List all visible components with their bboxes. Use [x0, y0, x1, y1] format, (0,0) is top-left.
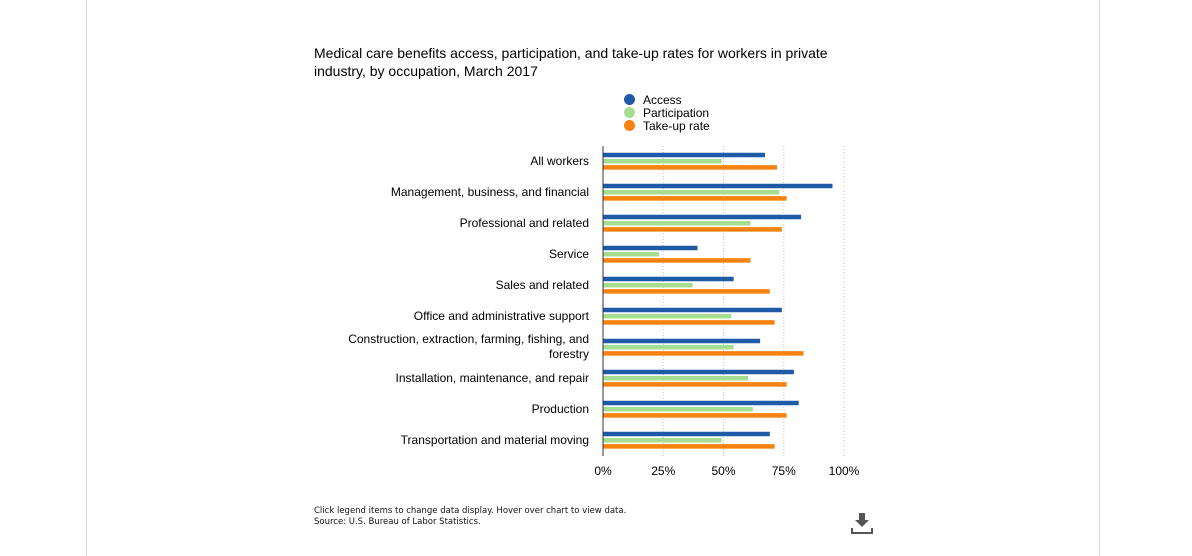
bar-take-up-rate[interactable]	[603, 351, 804, 356]
bar-access[interactable]	[603, 400, 799, 406]
bar-take-up-rate[interactable]	[603, 382, 787, 387]
bar-take-up-rate[interactable]	[603, 196, 787, 201]
bar-participation[interactable]	[603, 189, 780, 195]
bar-participation[interactable]	[603, 251, 659, 257]
category-label: Professional and related	[459, 215, 589, 230]
chart-legend: Access Participation Take-up rate	[624, 92, 710, 133]
category-label: Production	[531, 401, 589, 416]
page-frame	[86, 0, 1100, 556]
legend-item-access[interactable]: Access	[624, 92, 710, 107]
bar-access[interactable]	[603, 152, 765, 158]
bar-take-up-rate[interactable]	[603, 227, 782, 232]
bar-access[interactable]	[603, 214, 802, 220]
category-label: Service	[548, 246, 589, 261]
chart-source: Source: U.S. Bureau of Labor Statistics.	[314, 517, 481, 527]
bar-participation[interactable]	[603, 313, 732, 319]
bar-participation[interactable]	[603, 220, 751, 226]
x-tick-label: 0%	[594, 464, 612, 478]
download-button[interactable]	[849, 510, 875, 536]
bar-take-up-rate[interactable]	[603, 165, 778, 170]
category-label: Transportation and material moving	[400, 432, 589, 447]
bar-access[interactable]	[603, 338, 761, 344]
category-label: Office and administrative support	[413, 308, 589, 323]
legend-item-take-up-rate[interactable]: Take-up rate	[624, 118, 710, 133]
legend-marker-participation	[624, 107, 635, 118]
x-tick-label: 50%	[711, 464, 735, 478]
category-label: Management, business, and financial	[390, 184, 589, 199]
x-tick-label: 75%	[772, 464, 796, 478]
chart-note: Click legend items to change data displa…	[314, 506, 627, 516]
category-label: Construction, extraction, farming, fishi…	[348, 332, 589, 362]
legend-item-participation[interactable]: Participation	[624, 105, 710, 120]
bar-access[interactable]	[603, 183, 833, 189]
x-tick-label: 100%	[829, 464, 860, 478]
legend-label-participation: Participation	[643, 105, 710, 120]
bar-participation[interactable]	[603, 158, 722, 164]
bar-participation[interactable]	[603, 437, 722, 443]
bar-take-up-rate[interactable]	[603, 289, 770, 294]
category-label: Installation, maintenance, and repair	[395, 370, 589, 385]
bar-take-up-rate[interactable]	[603, 320, 775, 325]
bar-participation[interactable]	[603, 344, 734, 350]
bar-take-up-rate[interactable]	[603, 413, 787, 418]
bar-participation[interactable]	[603, 375, 749, 381]
legend-marker-take-up-rate	[624, 120, 635, 131]
bar-access[interactable]	[603, 431, 770, 437]
bar-participation[interactable]	[603, 282, 693, 288]
category-label: Sales and related	[495, 277, 589, 292]
bar-take-up-rate[interactable]	[603, 444, 775, 449]
chart-title: Medical care benefits access, participat…	[314, 45, 828, 79]
legend-label-take-up-rate: Take-up rate	[643, 118, 710, 133]
legend-marker-access	[624, 94, 635, 105]
bar-participation[interactable]	[603, 406, 753, 412]
category-label: All workers	[530, 153, 589, 168]
x-tick-label: 25%	[651, 464, 675, 478]
download-icon	[851, 513, 873, 534]
legend-label-access: Access	[643, 92, 682, 107]
bar-take-up-rate[interactable]	[603, 258, 751, 263]
bar-access[interactable]	[603, 307, 782, 313]
bar-access[interactable]	[603, 245, 698, 251]
bar-access[interactable]	[603, 276, 734, 282]
chart-footer: Click legend items to change data displa…	[314, 506, 626, 528]
bar-access[interactable]	[603, 369, 794, 375]
